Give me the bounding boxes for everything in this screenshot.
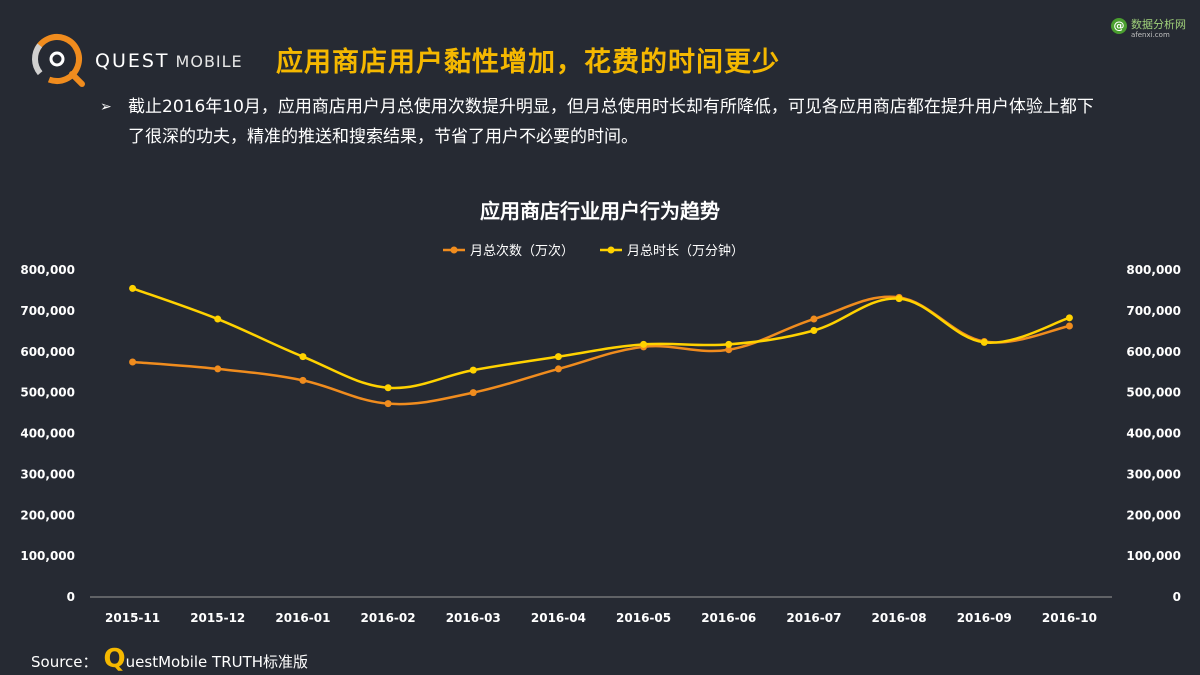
series-line-2 (132, 287, 1070, 390)
y-left-tick-label: 200,000 (20, 508, 75, 522)
series-2-point (129, 284, 137, 292)
x-tick-label: 2016-08 (872, 611, 927, 625)
series-2-point (810, 326, 818, 334)
y-left-tick-label: 700,000 (20, 304, 75, 318)
source-q-letter: Q (103, 644, 126, 674)
page-title: 应用商店用户黏性增加，花费的时间更少 (276, 47, 780, 78)
series-2-point (554, 353, 562, 361)
series-1-point (469, 389, 477, 397)
legend-marker-1 (450, 246, 458, 254)
watermark-url: afenxi.com (1131, 31, 1170, 39)
x-tick-label: 2015-11 (105, 611, 160, 625)
series-1-point (214, 365, 222, 373)
y-left-tick-label: 100,000 (20, 549, 75, 563)
source-name: uestMobile TRUTH标准版 (125, 653, 309, 671)
x-tick-label: 2016-06 (701, 611, 756, 625)
brand-name-left: QUEST (95, 50, 170, 72)
x-tick-label: 2016-07 (786, 611, 841, 625)
chart-title: 应用商店行业用户行为趋势 (480, 199, 720, 223)
series-2-point (980, 338, 988, 346)
series-1-point (554, 365, 562, 373)
y-right-tick-label: 600,000 (1126, 345, 1181, 359)
series-1-point (384, 400, 392, 408)
series-2-point (725, 340, 733, 348)
series-2-point (469, 366, 477, 374)
y-left-tick-label: 400,000 (20, 427, 75, 441)
series-2-point (640, 340, 648, 348)
y-left-tick-label: 500,000 (20, 386, 75, 400)
x-tick-label: 2016-09 (957, 611, 1012, 625)
series-1-point (1065, 322, 1073, 330)
x-tick-label: 2015-12 (190, 611, 245, 625)
y-right-tick-label: 700,000 (1126, 304, 1181, 318)
series-1-point (299, 376, 307, 384)
series-1-point (725, 346, 733, 354)
series-2-point (384, 384, 392, 392)
series-2-point (1065, 314, 1073, 322)
y-right-tick-label: 0 (1173, 590, 1181, 604)
y-right-tick-label: 300,000 (1126, 467, 1181, 481)
y-left-tick-label: 800,000 (20, 263, 75, 277)
x-tick-label: 2016-10 (1042, 611, 1097, 625)
brand-name: QUEST MOBILE (95, 50, 243, 72)
series-2-point (299, 353, 307, 361)
y-right-tick-label: 500,000 (1126, 386, 1181, 400)
x-tick-label: 2016-02 (361, 611, 416, 625)
summary-text: 截止2016年10月，应用商店用户月总使用次数提升明显，但月总使用时长却有所降低… (128, 97, 1094, 147)
x-tick-label: 2016-04 (531, 611, 586, 625)
summary-bullet: ➢ 截止2016年10月，应用商店用户月总使用次数提升明显，但月总使用时长却有所… (100, 92, 1100, 152)
x-tick-label: 2016-03 (446, 611, 501, 625)
legend-label-2: 月总时长（万分钟） (627, 243, 744, 259)
source-note: Source： QuestMobile TRUTH标准版 (31, 644, 308, 674)
y-right-tick-label: 400,000 (1126, 427, 1181, 441)
series-2-point (895, 295, 903, 303)
questmobile-logo (32, 34, 85, 87)
y-right-tick-label: 100,000 (1126, 549, 1181, 563)
series-1-point (810, 315, 818, 323)
y-left-tick-label: 600,000 (20, 345, 75, 359)
series-2-point (214, 315, 222, 323)
y-left-tick-label: 0 (67, 590, 75, 604)
y-left-tick-label: 300,000 (20, 467, 75, 481)
x-tick-label: 2016-05 (616, 611, 671, 625)
x-tick-label: 2016-01 (275, 611, 330, 625)
arrow-bullet-icon: ➢ (100, 99, 112, 115)
legend-marker-2 (607, 246, 615, 254)
watermark: @ 数据分析网 afenxi.com (1111, 18, 1186, 39)
brand-name-right: MOBILE (175, 52, 243, 71)
y-right-tick-label: 200,000 (1126, 508, 1181, 522)
watermark-text: 数据分析网 (1131, 18, 1186, 31)
source-label: Source： (31, 653, 98, 671)
series-1-point (129, 358, 137, 366)
y-right-tick-label: 800,000 (1126, 263, 1181, 277)
legend-label-1: 月总次数（万次） (470, 243, 574, 259)
at-icon: @ (1111, 18, 1127, 34)
